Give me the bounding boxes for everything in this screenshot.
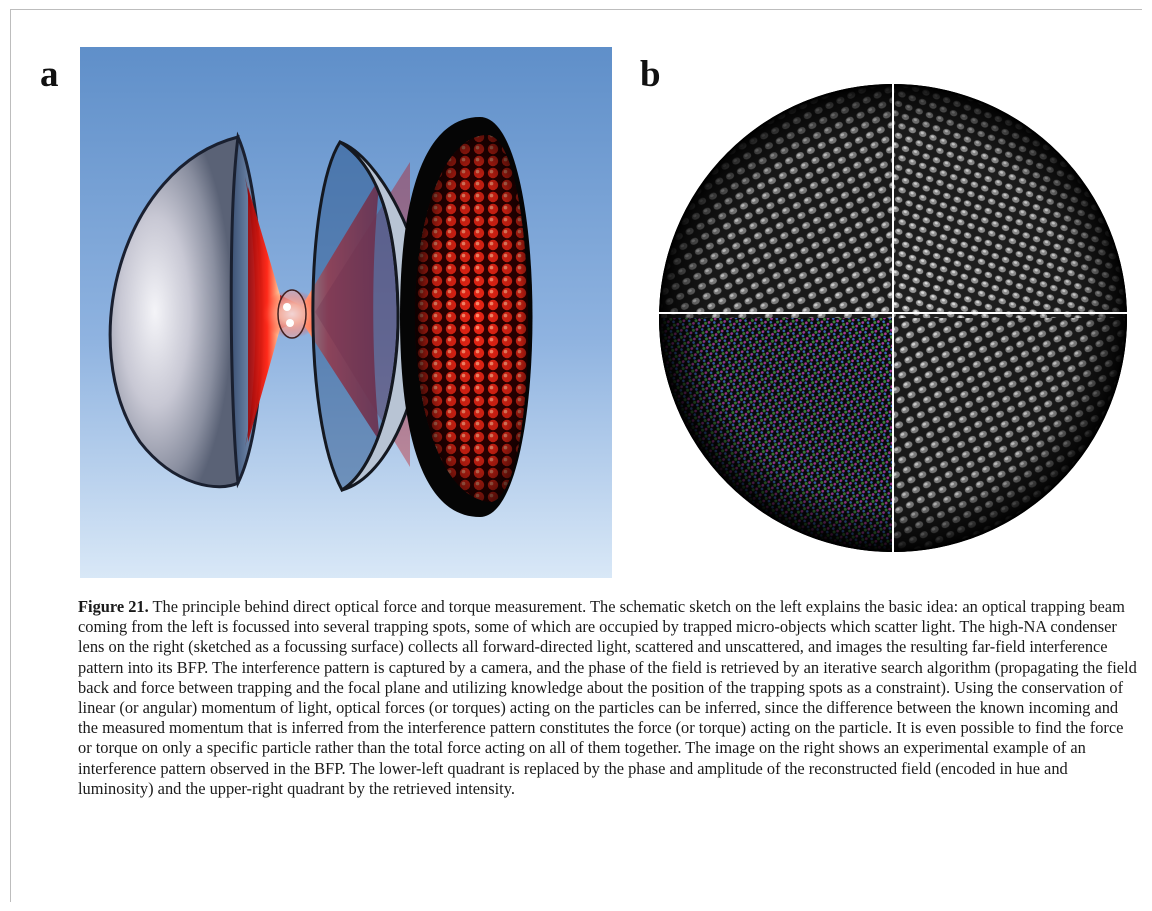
caption-title: Figure 21. bbox=[78, 597, 149, 616]
panel-label-a: a bbox=[40, 54, 59, 95]
panel-label-b: b bbox=[640, 54, 661, 95]
interference-pattern-image bbox=[654, 84, 1132, 552]
schematic-illustration bbox=[80, 47, 612, 578]
caption-text: The principle behind direct optical forc… bbox=[78, 597, 1137, 798]
figure-frame bbox=[10, 9, 1142, 902]
figure-caption: Figure 21. The principle behind direct o… bbox=[78, 597, 1138, 799]
